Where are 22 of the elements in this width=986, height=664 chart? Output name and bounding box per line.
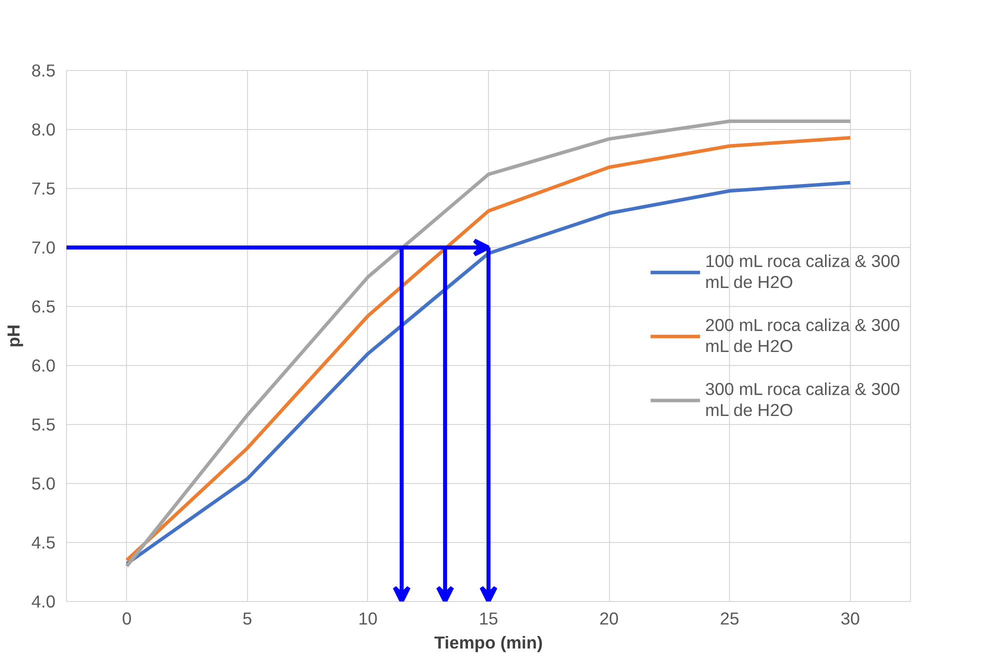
y-tick-label: 8.5 <box>31 60 56 80</box>
y-tick-label: 5.5 <box>31 414 56 434</box>
x-tick-label: 10 <box>358 608 378 628</box>
legend-label: 100 mL roca caliza & 300 mL de H2O <box>705 250 900 292</box>
y-tick-label: 7.0 <box>31 238 56 258</box>
y-tick-label: 4.0 <box>31 592 56 612</box>
x-tick-label: 0 <box>122 608 132 628</box>
x-tick-label: 15 <box>478 608 498 628</box>
y-tick-label: 8.0 <box>31 120 56 140</box>
x-tick-label: 5 <box>242 608 252 628</box>
y-tick-label: 6.5 <box>31 296 56 316</box>
x-axis-title: Tiempo (min) <box>434 632 543 652</box>
y-axis-title: pH <box>3 324 24 348</box>
y-tick-label: 5.0 <box>31 474 56 494</box>
y-tick-label: 7.5 <box>31 178 56 198</box>
y-tick-label: 4.5 <box>31 532 56 552</box>
y-tick-label: 6.0 <box>31 356 56 376</box>
x-tick-label: 30 <box>840 608 860 628</box>
x-tick-label: 20 <box>599 608 619 628</box>
legend-label: 300 mL roca caliza & 300 mL de H2O <box>705 378 900 420</box>
legend-label: 200 mL roca caliza & 300 mL de H2O <box>705 314 900 356</box>
x-tick-label: 25 <box>720 608 740 628</box>
